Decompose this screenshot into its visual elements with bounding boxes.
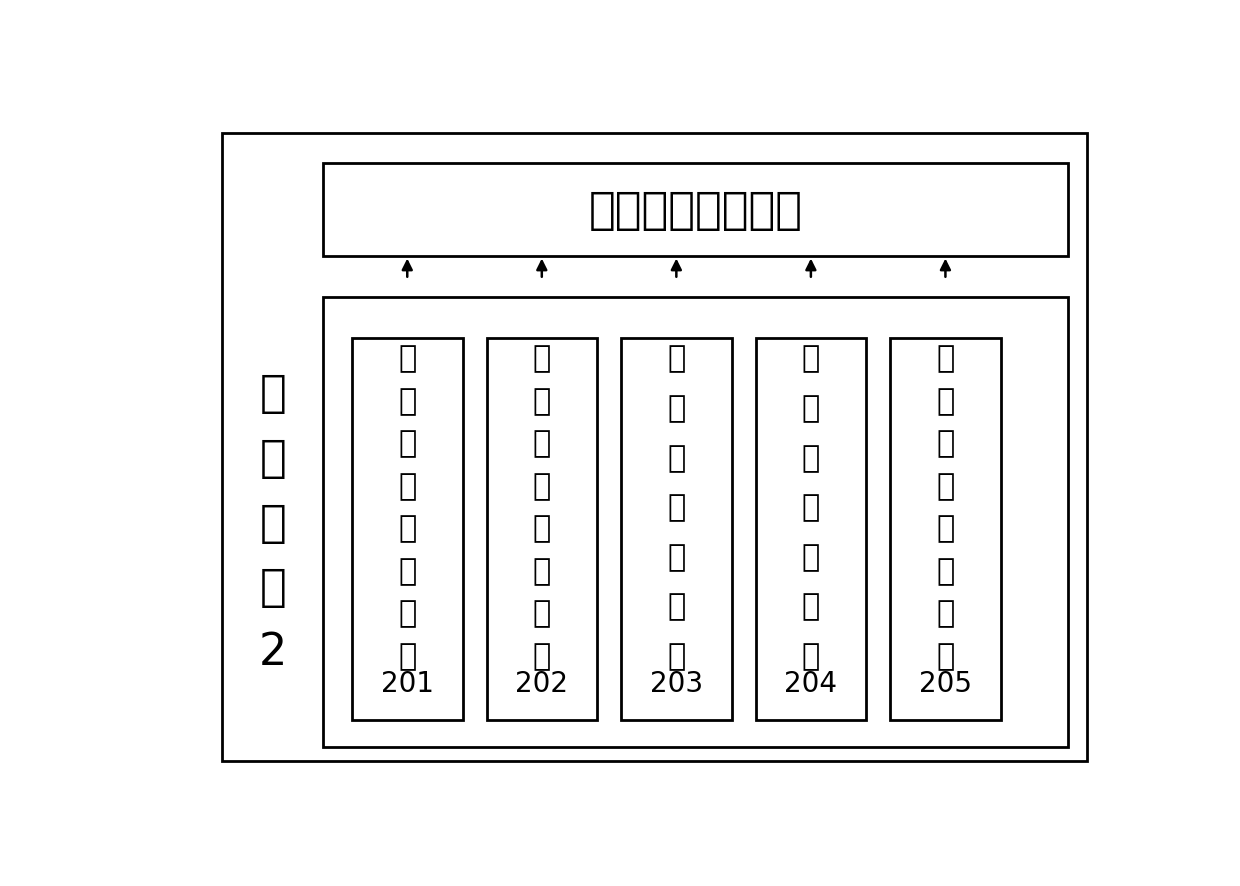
Text: 205: 205	[919, 669, 972, 696]
Text: 位: 位	[802, 393, 820, 423]
Text: 像: 像	[398, 471, 417, 501]
Text: 模: 模	[936, 599, 955, 627]
Text: 视: 视	[533, 386, 551, 416]
Text: 器: 器	[533, 471, 551, 501]
Text: 控: 控	[936, 386, 955, 416]
Text: 元: 元	[259, 566, 286, 609]
Text: 集: 集	[936, 471, 955, 501]
Text: 数: 数	[398, 556, 417, 585]
Text: 库: 库	[802, 641, 820, 670]
Text: 设: 设	[667, 345, 686, 373]
Text: 204: 204	[785, 669, 837, 696]
Bar	[324, 164, 1068, 256]
Text: 单: 单	[259, 501, 286, 544]
Text: 头: 头	[398, 514, 417, 543]
Text: 块: 块	[936, 641, 955, 670]
Text: 定: 定	[802, 345, 820, 373]
Text: 数: 数	[533, 556, 551, 585]
Text: 数: 数	[802, 542, 820, 571]
Text: 息: 息	[936, 556, 955, 585]
Text: 据: 据	[802, 592, 820, 620]
Text: 监控信息收集板块: 监控信息收集板块	[589, 189, 802, 232]
Text: 监: 监	[259, 371, 286, 415]
Bar	[755, 338, 866, 720]
Text: 巡: 巡	[533, 345, 551, 373]
Text: 机: 机	[533, 429, 551, 458]
Bar	[324, 298, 1068, 748]
Bar	[352, 338, 463, 720]
Text: 203: 203	[650, 669, 703, 696]
Text: 201: 201	[381, 669, 434, 696]
Text: 监: 监	[398, 345, 417, 373]
Text: 202: 202	[516, 669, 568, 696]
Text: 人: 人	[533, 514, 551, 543]
Text: 摄: 摄	[398, 429, 417, 458]
Text: 库: 库	[667, 641, 686, 670]
Text: 据: 据	[533, 599, 551, 627]
Text: 态: 态	[667, 493, 686, 522]
Text: 信: 信	[936, 514, 955, 543]
Text: 据: 据	[398, 599, 417, 627]
Bar	[890, 338, 1001, 720]
Bar	[486, 338, 596, 720]
Text: 统: 统	[802, 493, 820, 522]
Text: 数: 数	[667, 542, 686, 571]
Text: 控: 控	[398, 386, 417, 416]
Text: 状: 状	[667, 443, 686, 472]
Text: 收: 收	[936, 429, 955, 458]
Text: 据: 据	[667, 592, 686, 620]
Text: 控: 控	[259, 436, 286, 479]
Text: 2: 2	[258, 631, 286, 673]
Text: 库: 库	[398, 641, 417, 670]
Text: 备: 备	[667, 393, 686, 423]
Text: 监: 监	[936, 345, 955, 373]
Text: 系: 系	[802, 443, 820, 472]
Text: 库: 库	[533, 641, 551, 670]
Bar	[621, 338, 732, 720]
